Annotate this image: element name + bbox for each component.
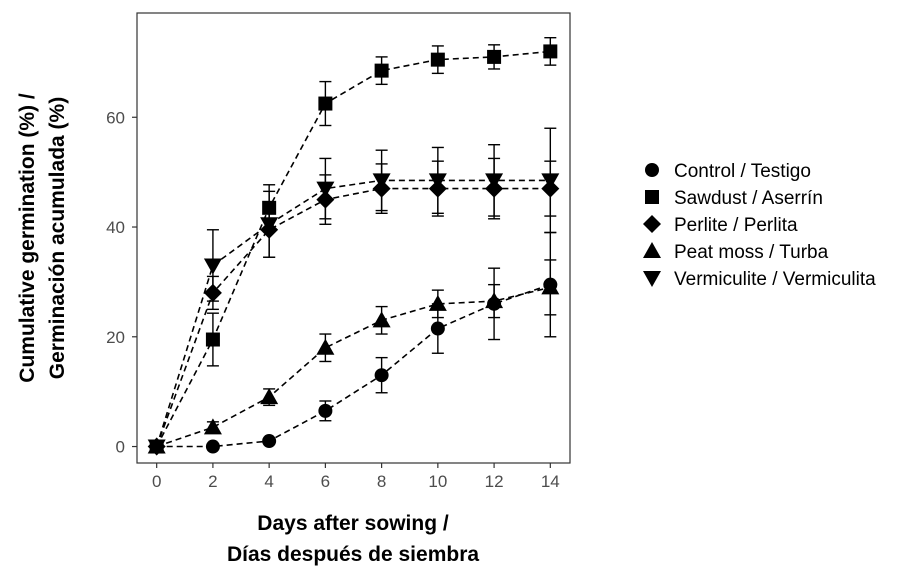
- control-point: [430, 321, 445, 336]
- peat-moss-series-line: [156, 286, 551, 448]
- peat-moss-point: [428, 294, 447, 311]
- y-tick-label: 0: [116, 438, 125, 457]
- sawdust-point: [487, 49, 502, 64]
- legend-label: Control / Testigo: [674, 161, 811, 182]
- y-tick-label: 40: [106, 218, 125, 237]
- sawdust-point: [318, 96, 333, 111]
- legend-triangle-up-icon: [643, 242, 661, 258]
- legend-item-perlite: Perlite / Perlita: [643, 215, 798, 236]
- control-point: [262, 434, 277, 449]
- x-tick-label: 6: [321, 472, 330, 491]
- sawdust-point: [430, 52, 445, 67]
- y-axis: 0 20 40 60: [106, 108, 137, 457]
- sawdust-point: [543, 44, 558, 59]
- vermiculite-point: [485, 173, 504, 190]
- y-axis-title-line1: Cumulative germination (%) /: [16, 93, 39, 383]
- peat-moss-point: [485, 292, 504, 309]
- y-tick-label: 60: [106, 108, 125, 127]
- vermiculite-series-line: [155, 179, 551, 447]
- x-tick-label: 4: [264, 472, 273, 491]
- legend-label: Perlite / Perlita: [674, 215, 798, 236]
- y-tick-label: 20: [106, 328, 125, 347]
- sawdust-point: [205, 332, 220, 347]
- legend-circle-icon: [645, 163, 659, 177]
- x-tick-label: 0: [152, 472, 161, 491]
- x-tick-label: 12: [485, 472, 504, 491]
- legend-label: Sawdust / Aserrín: [674, 188, 823, 209]
- vermiculite-point: [260, 217, 279, 234]
- legend: Control / Testigo Sawdust / Aserrín Perlit…: [643, 161, 876, 290]
- x-axis-title-line1: Days after sowing /: [257, 512, 449, 535]
- plot-panel: [136, 12, 571, 464]
- legend-diamond-icon: [643, 215, 661, 233]
- x-axis-title-line2: Días después de siembra: [227, 543, 479, 566]
- legend-item-vermiculite: Vermiculite / Vermiculita: [643, 269, 876, 290]
- x-tick-label: 10: [428, 472, 447, 491]
- legend-label: Peat moss / Turba: [674, 242, 829, 263]
- x-tick-label: 14: [541, 472, 560, 491]
- legend-square-icon: [645, 190, 659, 204]
- legend-triangle-down-icon: [643, 271, 661, 287]
- vermiculite-point: [372, 173, 391, 190]
- legend-item-sawdust: Sawdust / Aserrín: [645, 188, 823, 209]
- peat-moss-point: [203, 418, 222, 435]
- control-point: [374, 368, 389, 383]
- vermiculite-point: [203, 258, 222, 275]
- vermiculite-point: [541, 173, 560, 190]
- x-axis: 0 2 4 6 8 10 12 14: [152, 463, 560, 491]
- perlite-point: [316, 190, 335, 209]
- y-axis-title-line2: Germinación acumulada (%): [46, 97, 69, 379]
- series-lines: [155, 50, 551, 448]
- vermiculite-point: [316, 181, 335, 198]
- x-tick-label: 8: [377, 472, 386, 491]
- legend-item-control: Control / Testigo: [645, 161, 811, 182]
- control-series-line: [156, 283, 551, 448]
- perlite-point: [203, 283, 222, 302]
- perlite-series-line: [155, 187, 551, 447]
- legend-label: Vermiculite / Vermiculita: [674, 269, 876, 290]
- sawdust-series-line: [155, 50, 551, 447]
- sawdust-point: [262, 200, 277, 215]
- x-tick-label: 2: [208, 472, 217, 491]
- legend-item-peat-moss: Peat moss / Turba: [643, 242, 829, 263]
- vermiculite-point: [428, 173, 447, 190]
- control-point: [205, 439, 220, 454]
- sawdust-point: [374, 63, 389, 78]
- vermiculite-point: [147, 439, 166, 456]
- peat-moss-point: [541, 278, 560, 295]
- peat-moss-point: [316, 338, 335, 355]
- data-points: [147, 44, 560, 456]
- peat-moss-point: [260, 388, 279, 405]
- peat-moss-point: [372, 311, 391, 328]
- control-point: [318, 403, 333, 418]
